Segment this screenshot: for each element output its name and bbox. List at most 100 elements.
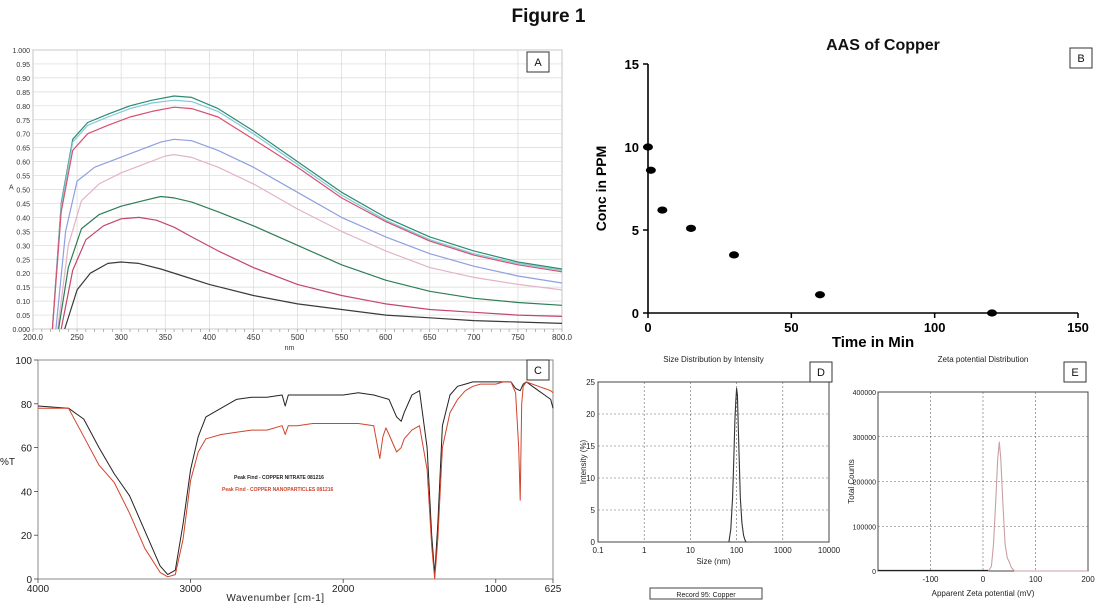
x-tick-label: 0 <box>644 320 651 335</box>
y-tick-label: 20 <box>21 531 33 542</box>
x-tick-label: 650 <box>423 333 437 342</box>
y-tick-label: 0.30 <box>16 243 30 250</box>
y-tick-label: 0.20 <box>16 271 30 278</box>
figure-title: Figure 1 <box>511 6 586 27</box>
record-footer-label: Record 95: Copper <box>676 592 736 599</box>
series-line-1 <box>51 95 563 330</box>
y-tick-label: 300000 <box>853 435 876 442</box>
y-tick-label: 0.10 <box>16 299 30 306</box>
data-point <box>987 309 997 317</box>
series-line-5 <box>57 153 563 330</box>
x-tick-label: 200.0 <box>23 333 44 342</box>
x-axis-label: nm <box>285 345 295 352</box>
y-tick-label: 0.70 <box>16 132 30 139</box>
y-tick-label: 20 <box>586 410 595 419</box>
panel-label: C <box>534 365 542 377</box>
x-tick-label: 800.0 <box>552 333 573 342</box>
x-tick-label: 600 <box>379 333 393 342</box>
x-tick-label: 1000 <box>774 546 792 555</box>
chart-title: AAS of Copper <box>826 37 940 54</box>
y-axis-label: %T <box>0 457 15 468</box>
x-tick-label: 1000 <box>485 584 508 595</box>
y-tick-label: 25 <box>586 378 595 387</box>
x-tick-label: 4000 <box>27 584 50 595</box>
copper-nanoparticles-spectrum <box>38 381 554 580</box>
plot-area <box>37 359 554 580</box>
y-tick-label: 0.60 <box>16 160 30 167</box>
panel-label: E <box>1071 367 1078 379</box>
x-tick-label: 450 <box>247 333 261 342</box>
copper-nitrate-spectrum <box>37 381 554 576</box>
y-tick-label: 100000 <box>853 524 876 531</box>
y-tick-label: 10 <box>625 140 639 155</box>
y-tick-label: 0.90 <box>16 76 30 83</box>
legend-entry-copper-nitrate: Peak Find - COPPER NITRATE 081216 <box>234 475 324 481</box>
y-axis-label: Intensity (%) <box>579 439 588 484</box>
x-tick-label: 700 <box>467 333 481 342</box>
y-tick-label: 400000 <box>853 390 876 397</box>
x-tick-label: 1 <box>642 546 647 555</box>
panel-label-box <box>526 359 550 381</box>
panel-a-uv-vis-chart: 200.0 250 300 350 400 450 500 550 600 650 700 750 80… <box>9 48 573 352</box>
y-tick-label: 15 <box>586 442 595 451</box>
x-tick-label: 10 <box>686 546 695 555</box>
panel-label-box <box>1063 361 1087 383</box>
y-tick-label: 40 <box>21 487 33 498</box>
y-tick-label: 200000 <box>853 480 876 487</box>
x-tick-label: 3000 <box>179 584 202 595</box>
panel-label: B <box>1077 53 1084 65</box>
data-point <box>815 291 825 299</box>
x-axis-label: Apparent Zeta potential (mV) <box>932 589 1035 598</box>
x-tick-label: 0.1 <box>592 546 604 555</box>
y-axis-label: Total Counts <box>847 459 856 503</box>
y-tick-label: 0 <box>872 569 876 576</box>
x-tick-label: -100 <box>922 575 939 584</box>
y-tick-label: 80 <box>21 400 33 411</box>
data-point <box>657 206 668 214</box>
x-tick-label: 100 <box>730 546 744 555</box>
x-tick-label: 250 <box>70 333 84 342</box>
panel-label: A <box>534 57 542 69</box>
y-tick-label: 5 <box>632 223 639 238</box>
y-tick-label: 0.000 <box>12 327 30 334</box>
y-tick-label: 1.000 <box>12 48 30 55</box>
y-tick-label: 5 <box>591 506 596 515</box>
panel-label-box <box>526 51 550 73</box>
series-line-2 <box>51 99 563 330</box>
y-tick-label: 0.35 <box>16 229 30 236</box>
legend-entry-copper-nanoparticles: Peak Find - COPPER NANOPARTICLES 081216 <box>222 487 334 493</box>
y-tick-label: 100 <box>15 356 32 367</box>
x-tick-label: 0 <box>981 575 986 584</box>
x-tick-label: 100 <box>924 320 946 335</box>
x-tick-label: 550 <box>335 333 349 342</box>
y-tick-label: 0.65 <box>16 146 30 153</box>
panel-label-box <box>809 361 833 383</box>
series-line-8 <box>64 261 563 330</box>
x-tick-label: 300 <box>114 333 128 342</box>
y-axis-label: A <box>9 185 14 192</box>
x-tick-label: 350 <box>159 333 173 342</box>
y-tick-label: 0.45 <box>16 201 30 208</box>
x-tick-label: 2000 <box>332 584 355 595</box>
x-tick-label: 500 <box>291 333 305 342</box>
x-tick-label: 750 <box>511 333 525 342</box>
x-axis-label: Size (nm) <box>696 557 731 566</box>
series-line-3 <box>51 106 563 330</box>
zeta-potential-curve <box>878 441 1088 572</box>
data-point <box>686 224 696 232</box>
y-tick-label: 0.55 <box>16 174 30 181</box>
data-point <box>643 143 653 151</box>
x-tick-label: 625 <box>545 584 562 595</box>
y-tick-label: 0.50 <box>16 188 30 195</box>
y-tick-label: 0 <box>591 538 596 547</box>
y-tick-label: 0.95 <box>16 62 30 69</box>
x-tick-label: 10000 <box>818 546 841 555</box>
series-line-4 <box>55 138 563 330</box>
x-tick-label: 100 <box>1029 575 1043 584</box>
data-point <box>645 166 656 174</box>
x-tick-label: 400 <box>203 333 217 342</box>
x-tick-label: 200 <box>1081 575 1095 584</box>
size-distribution-curve <box>728 387 747 543</box>
